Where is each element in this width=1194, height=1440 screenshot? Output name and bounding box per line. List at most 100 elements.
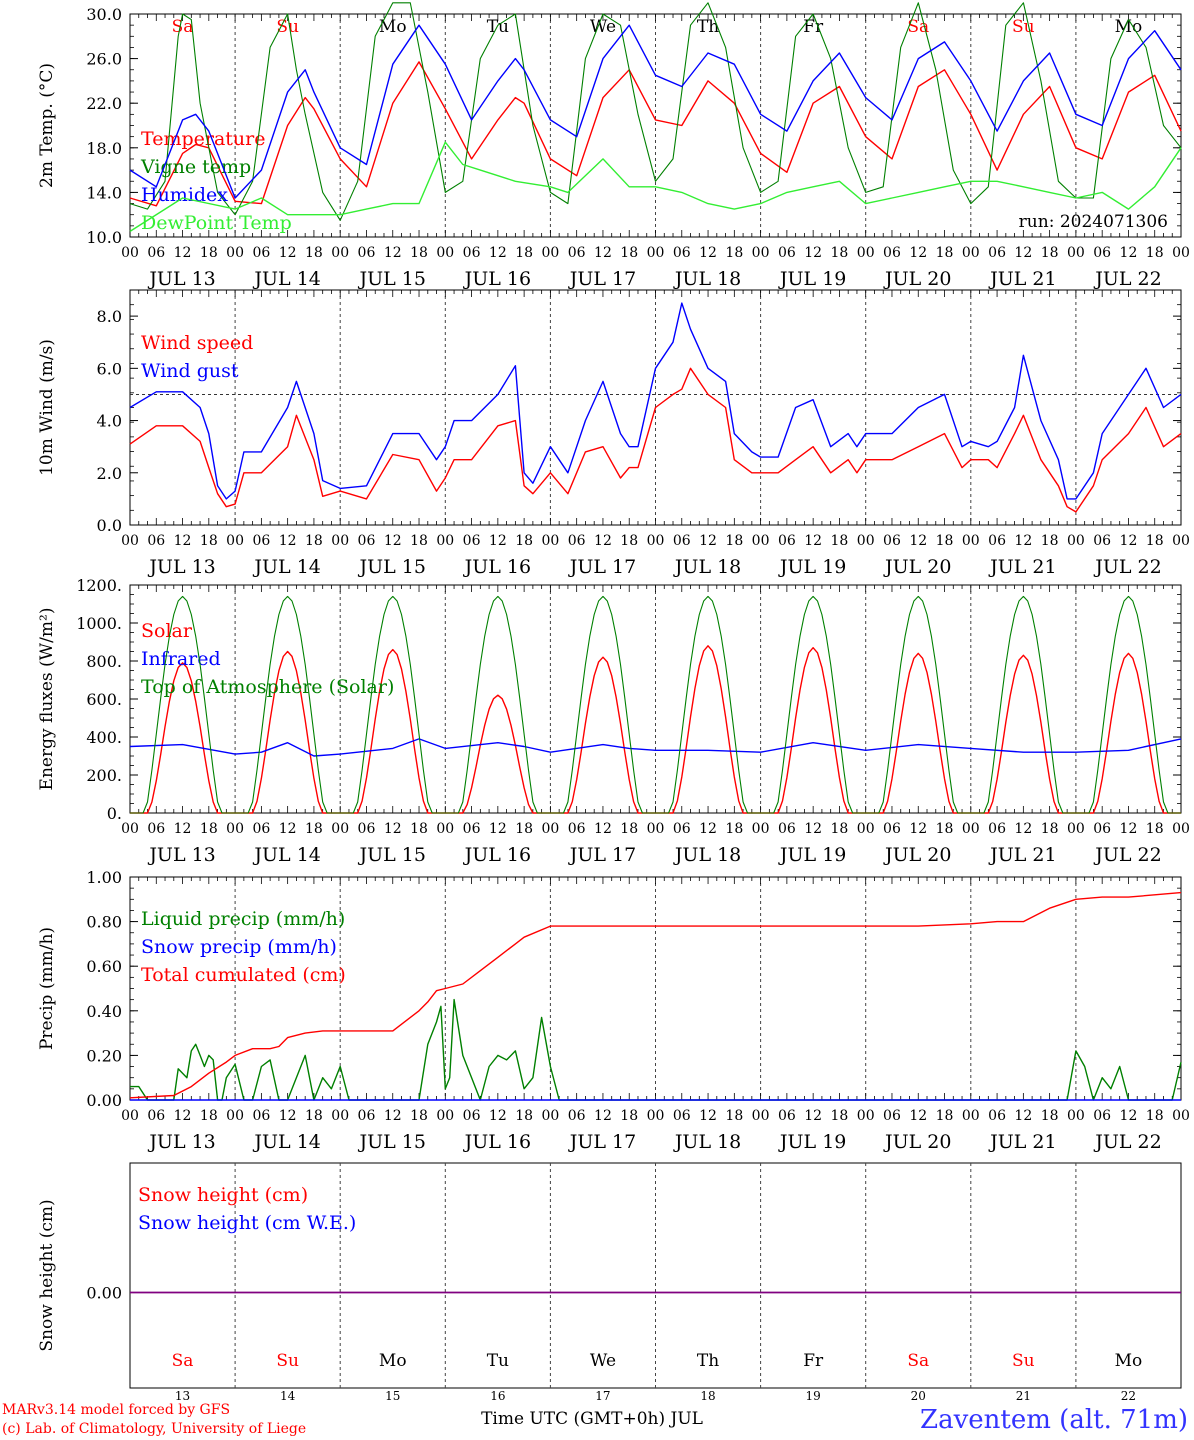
x-hour-label: 18 (831, 533, 849, 549)
x-hour-label: 18 (936, 533, 954, 549)
x-hour-label: 06 (673, 1108, 691, 1124)
weekday-label: Su (276, 1351, 299, 1371)
y-axis-label: Energy fluxes (W/m²) (37, 608, 57, 791)
x-hour-label: 18 (1041, 821, 1059, 837)
x-day-label: JUL 22 (1093, 556, 1161, 578)
x-hour-label: 06 (988, 1108, 1006, 1124)
panel-2: 0.0 2.0 4.0 6.0 8.0 10m Wind (m/s) 00 06 12 18 00 0… (37, 289, 1190, 578)
legend-wind-speed: Wind speed (141, 332, 253, 354)
legend-total-cumulated-cm-: Total cumulated (cm) (141, 964, 346, 986)
x-day-label: JUL 17 (568, 268, 636, 290)
x-hour-label: 00 (962, 1108, 980, 1124)
legend-infrared: Infrared (141, 648, 221, 670)
x-hour-label: 06 (1093, 533, 1111, 549)
legend-snow-precip-mm-h-: Snow precip (mm/h) (141, 936, 337, 958)
x-hour-label: 12 (384, 245, 402, 261)
series-top-of-atmosphere-solar- (130, 595, 1181, 814)
x-hour-label: 06 (147, 1108, 165, 1124)
x-hour-label: 18 (305, 821, 323, 837)
x-hour-label: 18 (620, 245, 638, 261)
x-day-number: 16 (490, 1389, 505, 1403)
x-hour-label: 12 (594, 1108, 612, 1124)
run-label: run: 2024071306 (1019, 212, 1168, 232)
x-hour-label: 18 (515, 533, 533, 549)
y-tick-label: 14.0 (86, 183, 122, 202)
y-tick-label: 1.00 (86, 868, 122, 887)
x-hour-label: 18 (725, 245, 743, 261)
x-day-label: JUL 14 (252, 844, 320, 866)
x-hour-label: 00 (226, 1108, 244, 1124)
y-tick-label: 22.0 (86, 94, 122, 113)
weekday-label: Mo (1115, 17, 1143, 37)
x-day-label: JUL 19 (778, 1131, 846, 1153)
x-hour-label: 00 (436, 245, 454, 261)
x-hour-label: 12 (174, 821, 192, 837)
x-hour-label: 06 (778, 533, 796, 549)
x-day-number: 19 (806, 1389, 821, 1403)
x-hour-label: 06 (883, 245, 901, 261)
x-hour-label: 18 (305, 1108, 323, 1124)
weekday-label: We (590, 1351, 616, 1371)
weekday-label: Su (276, 17, 299, 37)
x-axis-title: Time UTC (GMT+0h) JUL (481, 1409, 703, 1429)
x-hour-label: 00 (331, 821, 349, 837)
x-hour-label: 18 (200, 1108, 218, 1124)
x-day-number: 17 (595, 1389, 610, 1403)
weekday-label: Sa (172, 1351, 194, 1371)
x-day-label: JUL 13 (147, 268, 215, 290)
x-hour-label: 18 (410, 245, 428, 261)
y-tick-label: 0.00 (86, 1091, 122, 1110)
y-tick-label: 0.20 (86, 1046, 122, 1065)
legend-snow-height-cm-w-e-: Snow height (cm W.E.) (138, 1212, 356, 1234)
x-hour-label: 18 (1146, 245, 1164, 261)
x-day-label: JUL 18 (673, 844, 741, 866)
x-day-label: JUL 16 (463, 268, 531, 290)
x-hour-label: 00 (647, 821, 665, 837)
y-tick-label: 1200. (76, 576, 122, 595)
y-tick-label: 0.0 (97, 516, 122, 535)
x-hour-label: 18 (831, 1108, 849, 1124)
x-hour-label: 12 (384, 1108, 402, 1124)
x-hour-label: 06 (147, 533, 165, 549)
x-hour-label: 00 (1172, 533, 1190, 549)
x-day-label: JUL 13 (147, 844, 215, 866)
x-day-label: JUL 21 (988, 1131, 1056, 1153)
weekday-label: Su (1012, 17, 1035, 37)
x-hour-label: 00 (962, 821, 980, 837)
x-hour-label: 00 (1067, 821, 1085, 837)
x-hour-label: 18 (620, 821, 638, 837)
x-day-label: JUL 16 (463, 1131, 531, 1153)
weekday-label: Th (697, 17, 719, 37)
x-day-label: JUL 18 (673, 268, 741, 290)
x-hour-label: 06 (463, 821, 481, 837)
y-tick-label: 0.40 (86, 1002, 122, 1021)
x-hour-label: 12 (1014, 1108, 1032, 1124)
x-hour-label: 18 (200, 533, 218, 549)
x-hour-label: 12 (1014, 245, 1032, 261)
x-hour-label: 00 (121, 533, 139, 549)
x-hour-label: 00 (752, 245, 770, 261)
x-hour-label: 18 (936, 1108, 954, 1124)
x-hour-label: 06 (568, 821, 586, 837)
x-hour-label: 00 (962, 533, 980, 549)
x-hour-label: 00 (1172, 821, 1190, 837)
x-hour-label: 00 (121, 245, 139, 261)
series-dewpoint-temp (129, 141, 1182, 232)
x-hour-label: 00 (752, 533, 770, 549)
x-hour-label: 06 (778, 245, 796, 261)
x-hour-label: 12 (1120, 533, 1138, 549)
x-hour-label: 18 (620, 533, 638, 549)
y-tick-label: 400. (86, 728, 122, 747)
x-hour-label: 00 (857, 1108, 875, 1124)
x-hour-label: 00 (857, 533, 875, 549)
x-hour-label: 18 (1146, 1108, 1164, 1124)
weekday-label: Fr (803, 1351, 824, 1371)
x-hour-label: 06 (988, 821, 1006, 837)
x-hour-label: 18 (200, 245, 218, 261)
x-hour-label: 06 (358, 821, 376, 837)
x-hour-label: 12 (909, 821, 927, 837)
x-hour-label: 12 (174, 1108, 192, 1124)
x-hour-label: 12 (594, 533, 612, 549)
weekday-label: Fr (803, 17, 824, 37)
